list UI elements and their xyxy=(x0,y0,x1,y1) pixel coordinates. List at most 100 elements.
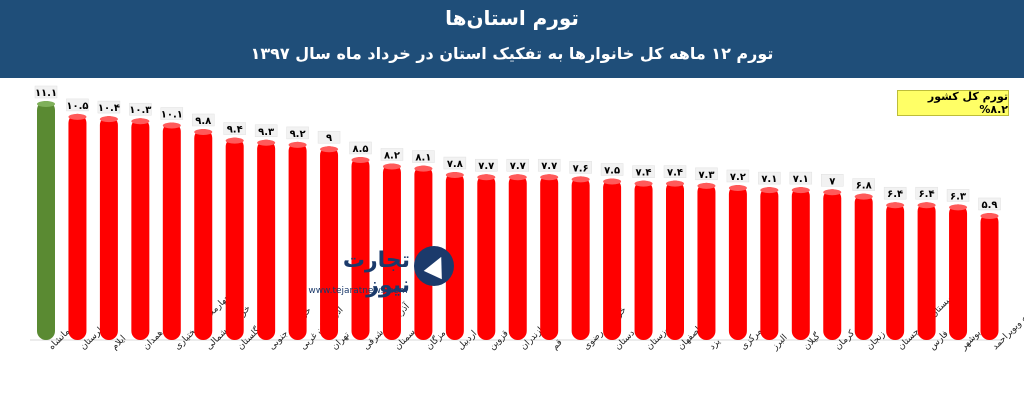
bar-cap xyxy=(131,118,150,125)
data-label-box xyxy=(758,171,781,185)
bar-cap xyxy=(854,193,873,200)
data-label: ۷.۴ xyxy=(667,168,683,179)
data-label: ۷.۲ xyxy=(730,172,746,183)
data-label-box xyxy=(789,171,813,185)
data-label: ۹ xyxy=(326,133,332,144)
bar xyxy=(697,182,716,340)
data-label: ۵.۹ xyxy=(981,200,997,211)
bar xyxy=(854,193,873,340)
data-label: ۷.۱ xyxy=(793,174,809,185)
bar-cap xyxy=(414,165,433,172)
bar xyxy=(760,187,779,340)
data-label-box xyxy=(412,150,435,163)
chart-header: تورم استان‌ها تورم ۱۲ ماهه کل خانوارها ب… xyxy=(0,0,1024,78)
bar xyxy=(823,189,842,340)
data-label-box xyxy=(600,163,624,176)
logo-icon xyxy=(414,246,454,286)
bar xyxy=(37,101,55,340)
bar-cap xyxy=(917,202,936,209)
bar-cap xyxy=(508,174,527,181)
bar-cap xyxy=(382,163,401,170)
data-label: ۷.۷ xyxy=(541,161,557,172)
data-label: ۱۰.۵ xyxy=(66,101,88,112)
data-label-box xyxy=(34,85,58,99)
data-label: ۹.۸ xyxy=(195,116,211,127)
data-label-box xyxy=(537,158,561,172)
data-label: ۹.۳ xyxy=(258,127,274,138)
bar-cap xyxy=(886,202,905,209)
bar-cap xyxy=(99,116,118,123)
data-label-box xyxy=(946,189,970,202)
data-label-box xyxy=(443,156,467,170)
data-label-box xyxy=(286,126,309,140)
watermark-url: www.tejaratnews.com xyxy=(308,286,408,296)
bar-cap xyxy=(162,122,181,129)
bar xyxy=(194,128,213,340)
bar xyxy=(728,184,747,340)
bar-cap xyxy=(823,189,842,196)
bar xyxy=(603,178,622,340)
data-label: ۹.۲ xyxy=(290,129,306,140)
bar xyxy=(288,141,307,340)
data-label-box xyxy=(632,165,655,178)
bar xyxy=(99,116,118,340)
bar-cap xyxy=(949,204,968,211)
data-label-box xyxy=(821,174,844,187)
data-label-box xyxy=(349,141,372,155)
data-label-box xyxy=(506,158,529,172)
bar-cap xyxy=(445,172,464,179)
data-label-box xyxy=(883,186,907,200)
data-label-box xyxy=(192,113,215,127)
bar-cap xyxy=(194,128,213,135)
bar xyxy=(949,204,968,340)
bar-cap xyxy=(571,176,590,183)
bar xyxy=(791,187,810,340)
chart-subtitle: تورم ۱۲ ماهه کل خانوارها به تفکیک استان … xyxy=(250,44,774,63)
bar xyxy=(980,212,999,340)
bar-cap xyxy=(603,178,622,185)
bar xyxy=(131,118,150,341)
bar xyxy=(320,146,339,340)
data-label-box xyxy=(380,148,404,161)
bar-cap xyxy=(257,139,276,146)
data-label: ۷.۷ xyxy=(478,161,494,172)
bar xyxy=(571,176,590,340)
bar xyxy=(162,122,181,341)
bar xyxy=(666,180,684,340)
bar-cap xyxy=(728,184,747,191)
chart-title: تورم استان‌ها xyxy=(445,6,579,30)
bar xyxy=(634,180,653,340)
bar xyxy=(68,113,87,341)
bar-cap xyxy=(760,187,779,194)
bar-cap xyxy=(477,174,496,181)
bar xyxy=(917,202,936,340)
data-label-box xyxy=(223,122,246,135)
data-label-box xyxy=(129,102,152,116)
data-label-box xyxy=(726,169,750,183)
national-inflation-legend: تورم کل کشور ۸.۲% xyxy=(897,90,1009,116)
data-label-box xyxy=(97,100,121,114)
data-label: ۷.۵ xyxy=(604,166,620,177)
bar-cap xyxy=(225,137,244,144)
data-label: ۸.۲ xyxy=(384,150,400,161)
bar-cap xyxy=(634,180,653,187)
data-label: ۶.۸ xyxy=(856,181,872,192)
bar-cap xyxy=(68,113,87,120)
data-label: ۷.۳ xyxy=(698,170,714,181)
bar xyxy=(351,156,370,340)
data-label-box xyxy=(915,186,938,200)
data-label: ۸.۱ xyxy=(415,153,431,164)
bar-cap xyxy=(791,187,810,194)
bar-cap xyxy=(980,212,999,219)
watermark-name: تجارت نیوز xyxy=(342,248,410,298)
data-label: ۷.۶ xyxy=(573,163,589,174)
data-label: ۷.۴ xyxy=(636,168,652,179)
data-label: ۶.۳ xyxy=(950,191,966,202)
bar-cap xyxy=(697,182,716,189)
data-label-box xyxy=(695,167,718,181)
data-label: ۱۱.۱ xyxy=(35,88,57,99)
watermark-logo: تجارت نیوز www.tejaratnews.com xyxy=(306,238,454,304)
bar-cap xyxy=(666,180,684,187)
bar xyxy=(886,202,905,340)
